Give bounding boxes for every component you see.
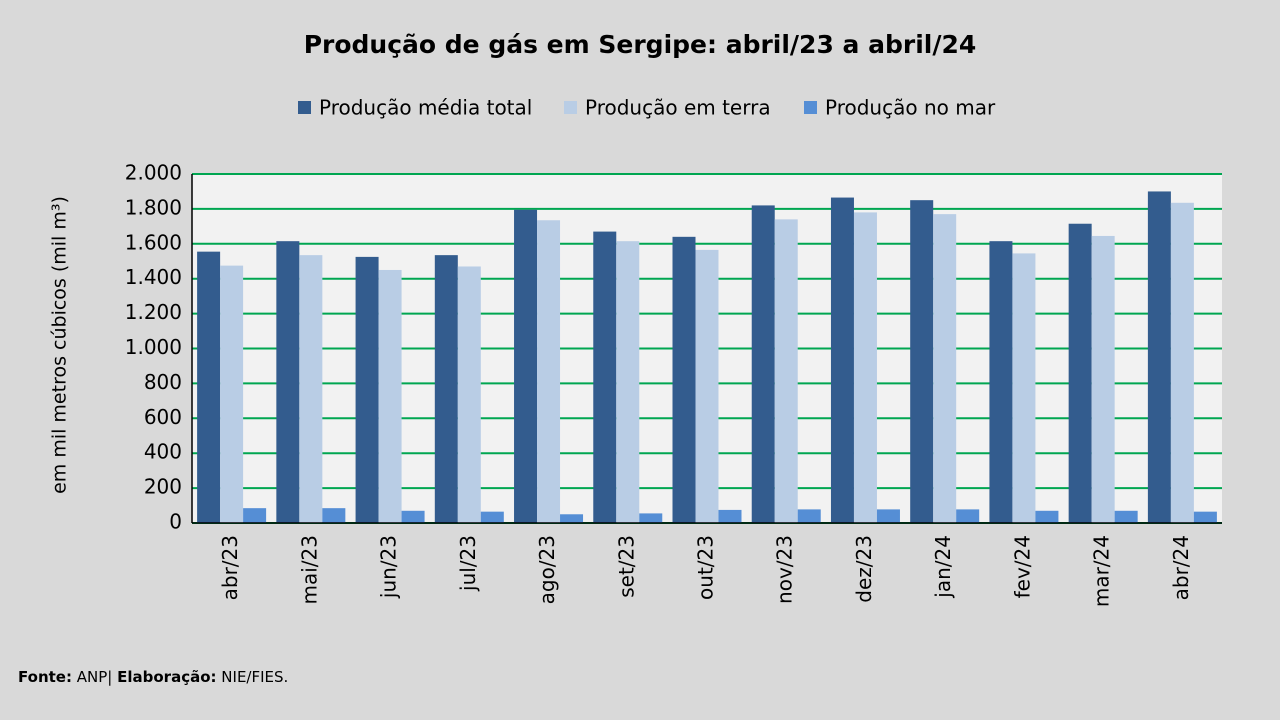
bar (593, 231, 617, 523)
bar (751, 205, 775, 523)
y-axis-label: em mil metros cúbicos (mil m³) (49, 196, 71, 494)
y-tick-label: 800 (144, 370, 182, 394)
y-tick-label: 1.200 (125, 300, 182, 324)
bar (243, 508, 267, 523)
bar (910, 200, 934, 524)
bar (355, 256, 379, 523)
footer-source-label: Fonte: (18, 668, 72, 686)
footer-credit-label: Elaboração: (117, 668, 216, 686)
bar (276, 241, 300, 523)
legend-label: Produção média total (319, 96, 532, 120)
bar (639, 513, 663, 523)
x-tick-label: mai/23 (297, 535, 321, 604)
bar (514, 209, 538, 523)
chart-title: Produção de gás em Sergipe: abril/23 a a… (304, 30, 977, 59)
bar (876, 509, 900, 523)
y-tick-label: 1.000 (125, 335, 182, 359)
x-tick-label: nov/23 (773, 535, 797, 604)
bar (434, 255, 458, 523)
bar (1170, 202, 1194, 524)
footer-credit: NIE/FIES. (221, 668, 288, 686)
bar (560, 514, 584, 523)
bar (378, 269, 402, 523)
x-tick-label: jun/23 (377, 535, 401, 599)
bar (1068, 223, 1092, 524)
x-tick-label: abr/23 (218, 535, 242, 600)
y-tick-label: 2.000 (125, 161, 182, 185)
bar (718, 509, 742, 523)
bar (774, 219, 798, 523)
x-tick-label: dez/23 (852, 535, 876, 603)
legend-label: Produção em terra (585, 96, 771, 120)
bar (1035, 510, 1059, 523)
bar (853, 212, 877, 523)
legend-swatch (298, 101, 311, 114)
bar (1114, 510, 1138, 523)
y-tick-label: 0 (169, 510, 182, 534)
bar (299, 255, 323, 523)
bar (480, 511, 504, 523)
bar (1091, 235, 1115, 523)
y-tick-label: 600 (144, 405, 182, 429)
y-tick-label: 400 (144, 440, 182, 464)
bar (989, 241, 1013, 523)
bar (933, 214, 957, 523)
x-tick-label: jan/24 (931, 535, 955, 599)
x-tick-label: ago/23 (535, 535, 559, 604)
bar (401, 510, 425, 523)
bar (1147, 191, 1171, 523)
bar (1193, 511, 1217, 523)
x-tick-label: out/23 (694, 535, 718, 600)
bar (695, 249, 719, 523)
bar (797, 509, 821, 523)
y-tick-label: 1.400 (125, 265, 182, 289)
bar (457, 266, 481, 523)
footer: Fonte: ANP| Elaboração: NIE/FIES. (18, 668, 288, 686)
bar (537, 220, 561, 523)
bar (322, 508, 346, 523)
y-tick-label: 1.600 (125, 230, 182, 254)
x-tick-label: fev/24 (1010, 535, 1034, 598)
footer-source: ANP| (77, 668, 113, 686)
bar (830, 197, 854, 523)
legend-swatch (804, 101, 817, 114)
bar (616, 241, 640, 523)
x-tick-label: jul/23 (456, 535, 480, 592)
legend-swatch (564, 101, 577, 114)
bar (197, 251, 221, 523)
x-tick-label: mar/24 (1090, 535, 1114, 607)
bar (956, 509, 980, 523)
bar (1012, 253, 1036, 523)
bar (220, 265, 244, 523)
y-tick-label: 200 (144, 475, 182, 499)
x-tick-label: set/23 (614, 535, 638, 598)
y-tick-label: 1.800 (125, 195, 182, 219)
x-tick-label: abr/24 (1169, 535, 1193, 600)
bar (672, 236, 696, 523)
legend-label: Produção no mar (825, 96, 996, 120)
